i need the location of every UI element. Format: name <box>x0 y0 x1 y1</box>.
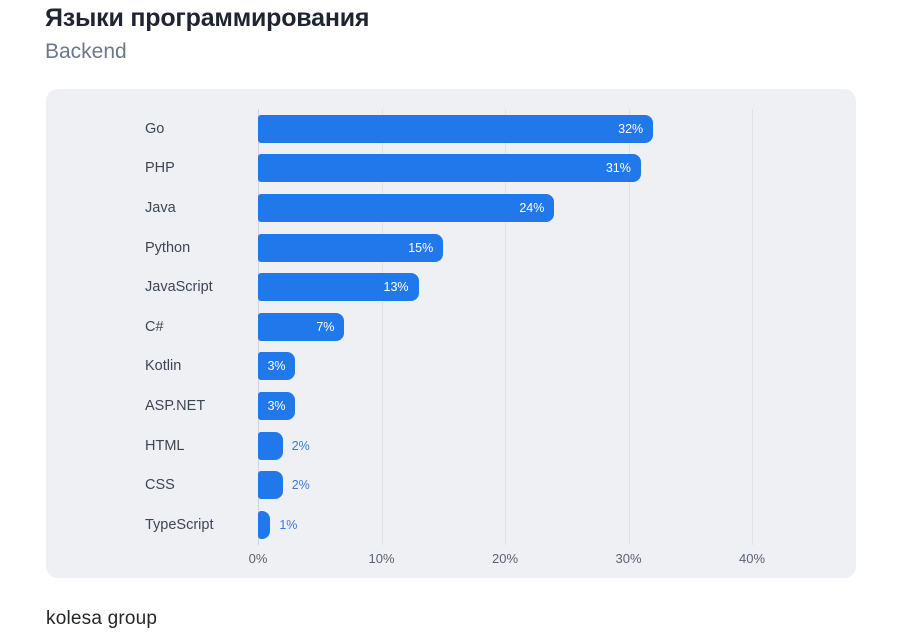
bar-track: 3% <box>258 391 856 420</box>
bar-row: ASP.NET 3% <box>46 386 856 426</box>
value-label: 3% <box>267 359 286 374</box>
chart-panel: Go 32% PHP 31% Java 24% Python 15% JavaScript 13%… <box>46 89 856 578</box>
category-label: Python <box>145 239 191 256</box>
x-tick-label: 10% <box>368 551 395 566</box>
bar: 3% <box>258 391 296 420</box>
bar-row: JavaScript 13% <box>46 267 856 307</box>
bar: 32% <box>258 114 654 143</box>
bar-chart: Go 32% PHP 31% Java 24% Python 15% JavaScript 13%… <box>46 89 856 578</box>
x-axis: 0% 10% 20% 30% 40% <box>249 551 818 571</box>
value-label: 7% <box>316 319 335 334</box>
category-label: CSS <box>145 477 175 494</box>
value-label: 32% <box>618 121 644 136</box>
category-label: PHP <box>145 160 175 177</box>
brand-logo: kolesa group <box>46 608 158 629</box>
bar-row: CSS 2% <box>46 465 856 505</box>
bar-track: 32% <box>258 114 856 143</box>
value-label: 2% <box>291 478 310 493</box>
bar-track: 31% <box>258 154 856 183</box>
page-subtitle: Backend <box>45 40 127 63</box>
bar-track: 2% <box>258 471 856 500</box>
bar-track: 3% <box>258 352 856 381</box>
x-tick-label: 0% <box>248 551 268 566</box>
bar-row: Java 24% <box>46 188 856 228</box>
x-tick-label: 30% <box>615 551 642 566</box>
category-label: HTML <box>145 437 185 454</box>
bar-track: 15% <box>258 233 856 262</box>
bar: 24% <box>258 193 555 222</box>
value-label: 2% <box>291 438 310 453</box>
value-label: 3% <box>267 398 286 413</box>
bar-rows: Go 32% PHP 31% Java 24% Python 15% JavaScript 13%… <box>46 109 856 545</box>
category-label: Kotlin <box>145 358 182 375</box>
bar: 13% <box>258 273 419 302</box>
category-label: TypeScript <box>145 516 214 533</box>
value-label: 15% <box>408 240 434 255</box>
bar-row: HTML 2% <box>46 426 856 466</box>
bar-row: Go 32% <box>46 109 856 149</box>
category-label: JavaScript <box>145 279 213 296</box>
bar: 15% <box>258 233 444 262</box>
bar-track: 1% <box>258 510 856 539</box>
bar <box>258 471 283 500</box>
bar-track: 24% <box>258 193 856 222</box>
value-label: 13% <box>383 280 409 295</box>
page-title: Языки программирования <box>45 4 370 32</box>
value-label: 31% <box>605 161 631 176</box>
value-label: 1% <box>279 517 298 532</box>
bar-row: C# 7% <box>46 307 856 347</box>
bar-track: 7% <box>258 312 856 341</box>
bar <box>258 510 271 539</box>
category-label: Java <box>145 199 176 216</box>
bar-row: PHP 31% <box>46 149 856 189</box>
category-label: ASP.NET <box>145 397 206 414</box>
bar <box>258 431 283 460</box>
x-tick-label: 20% <box>491 551 519 566</box>
bar-row: Python 15% <box>46 228 856 268</box>
x-tick-label: 40% <box>738 551 766 566</box>
bar-track: 2% <box>258 431 856 460</box>
bar: 3% <box>258 352 296 381</box>
category-label: C# <box>145 318 164 335</box>
bar-row: Kotlin 3% <box>46 347 856 387</box>
bar: 31% <box>258 154 641 183</box>
value-label: 24% <box>519 200 545 215</box>
bar-row: TypeScript 1% <box>46 505 856 545</box>
bar: 7% <box>258 312 345 341</box>
category-label: Go <box>145 120 165 137</box>
bar-track: 13% <box>258 273 856 302</box>
